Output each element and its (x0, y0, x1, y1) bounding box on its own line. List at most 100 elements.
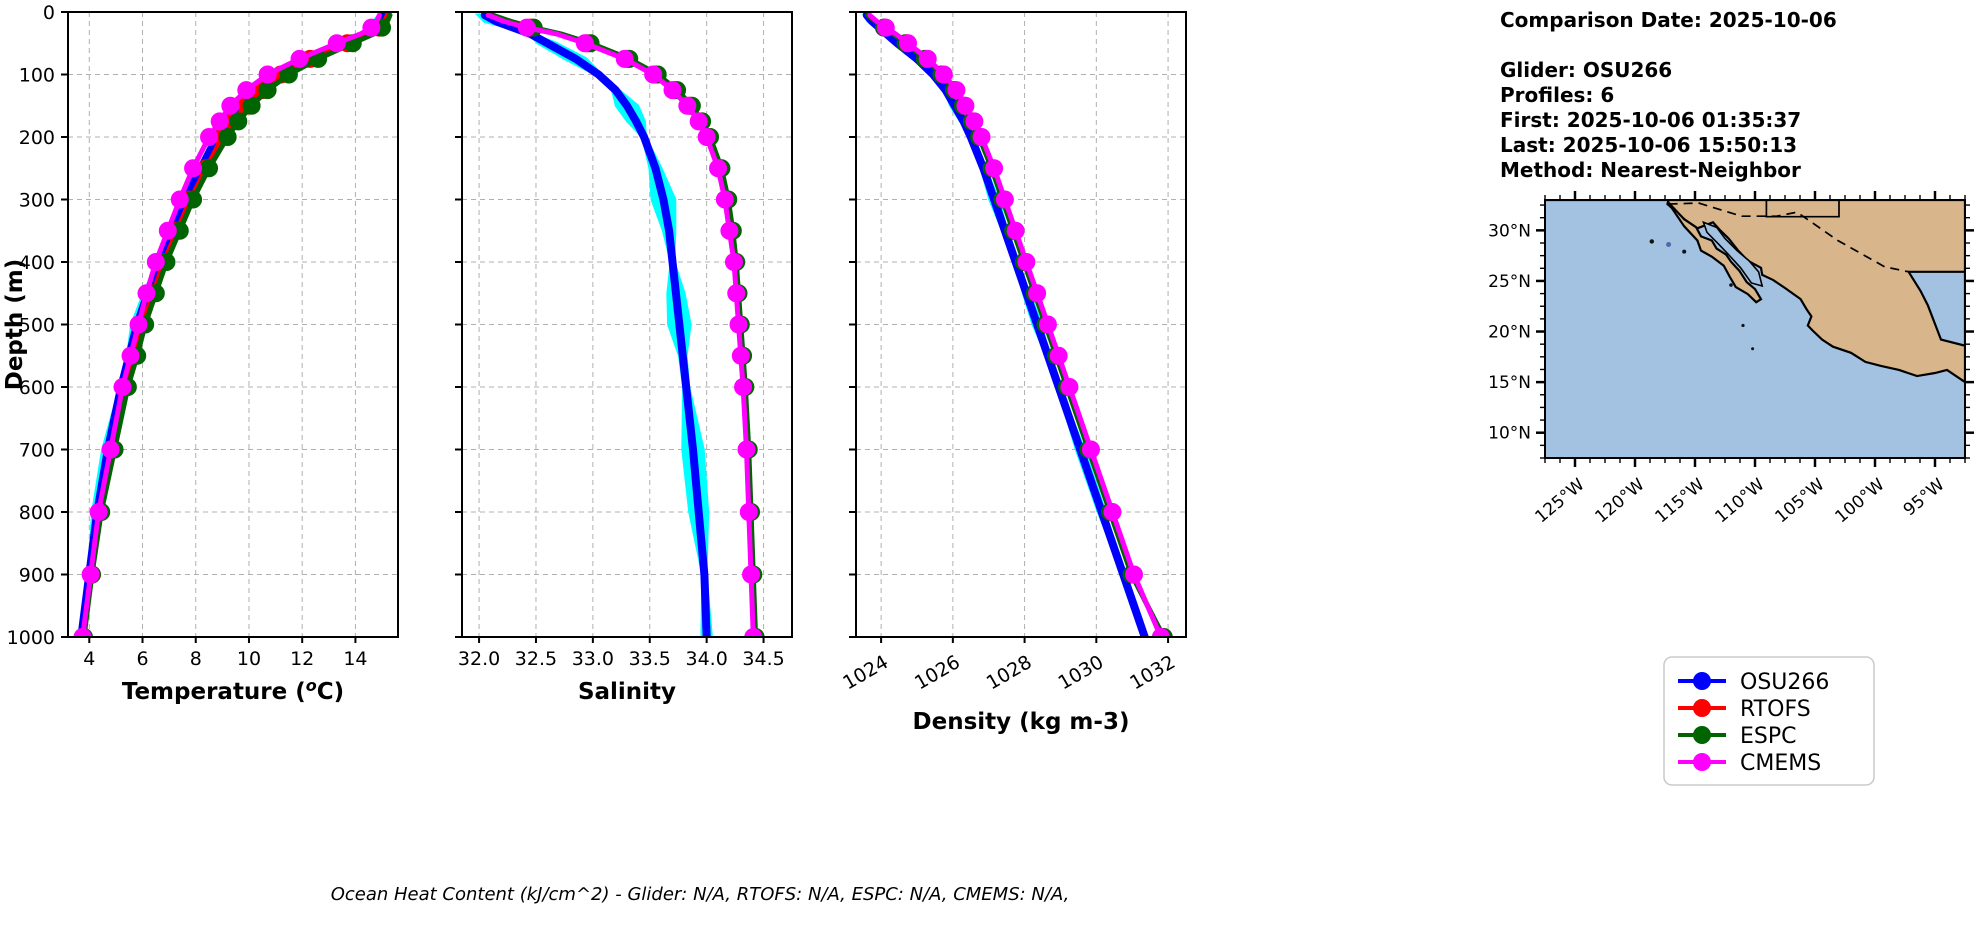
series-marker-cmems (113, 378, 132, 396)
series-group-density (861, 12, 1173, 637)
series-marker-cmems (720, 221, 739, 240)
panel-temperature: 4 6 8 10 12 14 Temperature (oC) 0 100 200 300 400 50… (7, 2, 399, 705)
series-marker-cmems (956, 96, 975, 115)
series-marker-cmems (697, 128, 716, 146)
series-marker-cmems (129, 315, 148, 334)
series-marker-cmems (290, 49, 309, 68)
series-line-espc (864, 12, 1167, 637)
map-lon-label: 95°W (1900, 475, 1949, 521)
series-marker-cmems (918, 49, 937, 68)
series-marker-cmems (89, 503, 108, 521)
series-marker-cmems (221, 96, 240, 115)
series-marker-cmems (121, 346, 140, 365)
map-lon-label: 115°W (1651, 475, 1708, 528)
series-marker-cmems (1038, 315, 1057, 334)
series-marker-cmems (934, 65, 953, 84)
series-line-osu266 (480, 12, 711, 637)
series-marker-cmems (327, 34, 346, 53)
y-tick-label: 700 (19, 440, 55, 462)
legend-marker-rtofs (1693, 699, 1711, 717)
x-tick-label: 1028 (983, 651, 1036, 694)
series-marker-cmems (1060, 378, 1079, 396)
panel-salinity: 32.0 32.5 33.0 33.5 34.0 34.5 Salinity (455, 11, 793, 705)
first-profile-line: First: 2025-10-06 01:35:37 (1500, 108, 1802, 132)
y-tick-label: 600 (19, 377, 55, 399)
series-marker-espc (184, 190, 203, 209)
ocean-heat-content-caption: Ocean Heat Content (kJ/cm^2) - Glider: N… (0, 884, 1400, 905)
map-island (1729, 283, 1733, 287)
axis-title-rest: C) (317, 679, 344, 705)
series-marker-cmems (1028, 284, 1047, 303)
profiles-line: Profiles: 6 (1500, 83, 1615, 107)
panel-density: 1024 1026 1028 1030 1032 Density (kg m-3) (839, 11, 1187, 735)
series-marker-cmems (101, 440, 120, 459)
map-lon-label: 100°W (1831, 475, 1888, 528)
series-marker-cmems (737, 440, 756, 459)
series-marker-cmems (744, 628, 763, 637)
series-marker-cmems (258, 65, 277, 84)
x-tick-label: 33.5 (629, 648, 671, 670)
series-marker-cmems (1081, 440, 1100, 459)
x-tick-label: 33.0 (572, 648, 614, 670)
legend-item-cmems[interactable]: CMEMS (1678, 751, 1821, 776)
superscript-o: o (306, 676, 317, 695)
comparison-date-line: Comparison Date: 2025-10-06 (1500, 8, 1837, 32)
series-group-temperature (73, 12, 393, 637)
legend-label-espc: ESPC (1740, 724, 1797, 749)
x-axis-title-salinity: Salinity (578, 679, 676, 705)
series-marker-cmems (575, 34, 594, 53)
series-marker-cmems (734, 378, 753, 396)
map-lat-label: 25°N (1488, 272, 1531, 292)
series-marker-espc (242, 96, 261, 115)
legend-marker-cmems (1693, 753, 1711, 771)
series-marker-cmems (158, 221, 177, 240)
map-island (1741, 323, 1745, 328)
series-line-cmems (867, 12, 1164, 637)
series-marker-cmems (1017, 253, 1036, 271)
map-panel: 30°N 25°N 20°N 15°N 10°N 125°W 120°W 115°W 110°W… (1488, 191, 1974, 527)
map-lat-label: 30°N (1488, 221, 1531, 241)
legend-item-osu266[interactable]: OSU266 (1678, 670, 1829, 695)
glider-line: Glider: OSU266 (1500, 58, 1673, 82)
legend-label-rtofs: RTOFS (1740, 697, 1811, 722)
international-border (1668, 202, 1909, 273)
x-tick-label: 4 (83, 648, 95, 670)
series-marker-cmems (1103, 503, 1122, 521)
x-tick-label: 34.0 (685, 648, 727, 670)
map-island (1751, 347, 1755, 351)
series-marker-cmems (995, 190, 1014, 209)
x-tick-label: 1030 (1054, 651, 1107, 694)
series-line-osu266 (862, 12, 1149, 637)
legend-item-rtofs[interactable]: RTOFS (1678, 697, 1811, 722)
map-lat-label: 10°N (1488, 424, 1531, 444)
x-tick-label: 34.5 (742, 648, 784, 670)
blank-spacer (1500, 33, 1837, 58)
y-tick-label: 200 (19, 127, 55, 149)
y-tick-label: 100 (19, 65, 55, 87)
series-marker-espc (200, 159, 219, 178)
series-marker-cmems (899, 34, 918, 53)
series-marker-cmems (724, 253, 743, 271)
series-marker-cmems (1124, 565, 1143, 584)
y-tick-label: 0 (43, 2, 55, 24)
method-line: Method: Nearest-Neighbor (1500, 158, 1801, 182)
series-marker-cmems (727, 284, 746, 303)
series-marker-cmems (876, 18, 895, 37)
series-marker-cmems (709, 159, 728, 178)
map-lon-label: 120°W (1591, 475, 1648, 528)
series-marker-cmems (689, 112, 708, 131)
legend-marker-osu266 (1693, 672, 1711, 690)
series-marker-espc (279, 65, 298, 84)
x-axis-title-temperature: Temperature (oC) (122, 676, 344, 705)
map-land-group (1545, 200, 1965, 384)
series-marker-cmems (517, 18, 536, 37)
legend-item-espc[interactable]: ESPC (1678, 724, 1797, 749)
series-marker-cmems (137, 284, 156, 303)
series-marker-cmems (644, 65, 663, 84)
series-marker-cmems (210, 112, 229, 131)
gulf-of-california (1702, 220, 1764, 288)
baja-california-peninsula (1668, 201, 1763, 304)
map-lon-label: 110°W (1711, 475, 1768, 528)
